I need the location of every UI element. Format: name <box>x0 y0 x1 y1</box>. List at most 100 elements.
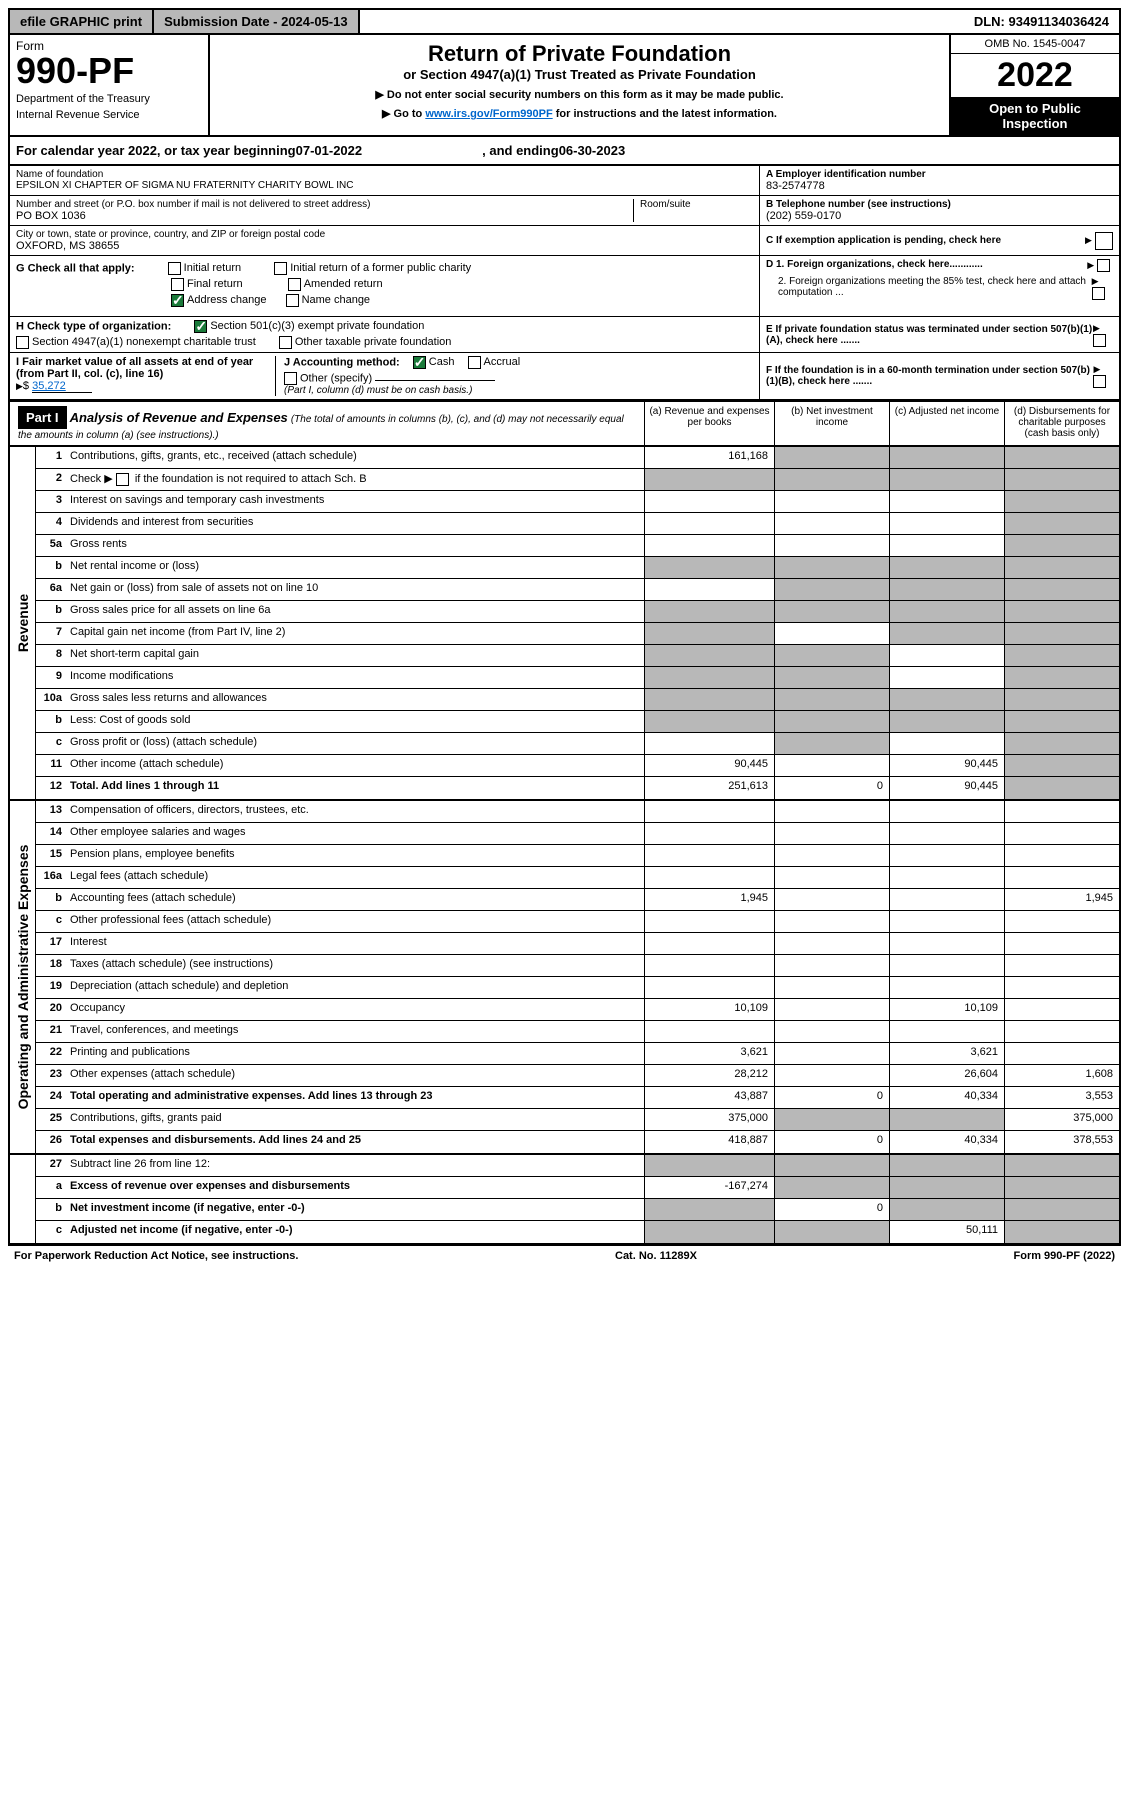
city-label: City or town, state or province, country… <box>16 229 753 240</box>
dln-label: DLN: 93491134036424 <box>964 10 1119 33</box>
line-16a: 16aLegal fees (attach schedule) <box>36 867 1119 889</box>
col-b-head: (b) Net investment income <box>774 402 889 445</box>
addr-label: Number and street (or P.O. box number if… <box>16 199 633 210</box>
line-22: 22Printing and publications3,6213,621 <box>36 1043 1119 1065</box>
g-final-checkbox[interactable] <box>171 278 184 291</box>
city-value: OXFORD, MS 38655 <box>16 240 753 252</box>
form-title: Return of Private Foundation <box>216 41 943 67</box>
part1-header: Part I Analysis of Revenue and Expenses … <box>8 401 1121 447</box>
part1-label: Part I <box>18 406 67 429</box>
line-9: 9Income modifications <box>36 667 1119 689</box>
name-ein-row: Name of foundation EPSILON XI CHAPTER OF… <box>8 166 1121 196</box>
foundation-name: EPSILON XI CHAPTER OF SIGMA NU FRATERNIT… <box>16 180 753 191</box>
phone-value: (202) 559-0170 <box>766 210 1113 222</box>
f-label: F If the foundation is in a 60-month ter… <box>766 365 1093 387</box>
g-d-row: G Check all that apply: Initial return I… <box>8 256 1121 317</box>
line-14: 14Other employee salaries and wages <box>36 823 1119 845</box>
line-25: 25Contributions, gifts, grants paid375,0… <box>36 1109 1119 1131</box>
irs-link[interactable]: www.irs.gov/Form990PF <box>425 108 552 120</box>
name-label: Name of foundation <box>16 169 753 180</box>
c-checkbox[interactable] <box>1095 232 1113 250</box>
g-name-checkbox[interactable] <box>286 294 299 307</box>
dept-treasury: Department of the Treasury <box>16 93 202 105</box>
line-26: 26Total expenses and disbursements. Add … <box>36 1131 1119 1153</box>
footer-left: For Paperwork Reduction Act Notice, see … <box>14 1250 298 1262</box>
open-public: Open to Public Inspection <box>951 97 1119 135</box>
j-accrual-checkbox[interactable] <box>468 356 481 369</box>
line-27: 27Subtract line 26 from line 12: <box>36 1155 1119 1177</box>
line-27b: bNet investment income (if negative, ent… <box>36 1199 1119 1221</box>
line-16c: cOther professional fees (attach schedul… <box>36 911 1119 933</box>
line-11: 11Other income (attach schedule)90,44590… <box>36 755 1119 777</box>
h-e-row: H Check type of organization: Section 50… <box>8 317 1121 353</box>
line-12: 12Total. Add lines 1 through 11251,61309… <box>36 777 1119 799</box>
col-a-head: (a) Revenue and expenses per books <box>644 402 774 445</box>
form-number: 990-PF <box>16 53 202 89</box>
ij-f-row: I Fair market value of all assets at end… <box>8 353 1121 401</box>
e-checkbox[interactable] <box>1093 334 1106 347</box>
line-5b: bNet rental income or (loss) <box>36 557 1119 579</box>
d1-label: D 1. Foreign organizations, check here..… <box>766 259 983 272</box>
g-address-checkbox[interactable] <box>171 294 184 307</box>
g-amended-checkbox[interactable] <box>288 278 301 291</box>
line-2: 2Check ▶ if the foundation is not requir… <box>36 469 1119 491</box>
line-6b: bGross sales price for all assets on lin… <box>36 601 1119 623</box>
line-15: 15Pension plans, employee benefits <box>36 845 1119 867</box>
footer-right: Form 990-PF (2022) <box>1014 1250 1115 1262</box>
line-13: 13Compensation of officers, directors, t… <box>36 801 1119 823</box>
submission-date: Submission Date - 2024-05-13 <box>154 10 360 33</box>
line-27c: cAdjusted net income (if negative, enter… <box>36 1221 1119 1243</box>
city-c-row: City or town, state or province, country… <box>8 226 1121 256</box>
line-18: 18Taxes (attach schedule) (see instructi… <box>36 955 1119 977</box>
revenue-section: Revenue 1Contributions, gifts, grants, e… <box>8 447 1121 801</box>
footer-mid: Cat. No. 11289X <box>615 1250 697 1262</box>
h-4947-checkbox[interactable] <box>16 336 29 349</box>
addr-phone-row: Number and street (or P.O. box number if… <box>8 196 1121 226</box>
irs-label: Internal Revenue Service <box>16 109 202 121</box>
room-label: Room/suite <box>640 199 753 210</box>
d2-label: 2. Foreign organizations meeting the 85%… <box>766 276 1092 300</box>
revenue-side-label: Revenue <box>15 594 31 652</box>
omb-number: OMB No. 1545-0047 <box>951 35 1119 54</box>
form-header: Form 990-PF Department of the Treasury I… <box>8 35 1121 137</box>
g-label: G Check all that apply: <box>16 262 135 274</box>
j-note: (Part I, column (d) must be on cash basi… <box>284 385 753 396</box>
tax-year: 2022 <box>951 54 1119 97</box>
ssn-warning: ▶ Do not enter social security numbers o… <box>216 88 943 101</box>
line-16b: bAccounting fees (attach schedule)1,9451… <box>36 889 1119 911</box>
form-subtitle: or Section 4947(a)(1) Trust Treated as P… <box>216 67 943 82</box>
g-initial-former-checkbox[interactable] <box>274 262 287 275</box>
expenses-section: Operating and Administrative Expenses 13… <box>8 801 1121 1155</box>
i-label: I Fair market value of all assets at end… <box>16 356 253 380</box>
i-value[interactable]: 35,272 <box>32 380 92 393</box>
g-initial-checkbox[interactable] <box>168 262 181 275</box>
h-other-checkbox[interactable] <box>279 336 292 349</box>
line-7: 7Capital gain net income (from Part IV, … <box>36 623 1119 645</box>
h-501c3-checkbox[interactable] <box>194 320 207 333</box>
e-label: E If private foundation status was termi… <box>766 324 1093 346</box>
line-6a: 6aNet gain or (loss) from sale of assets… <box>36 579 1119 601</box>
line-17: 17Interest <box>36 933 1119 955</box>
j-other-checkbox[interactable] <box>284 372 297 385</box>
expenses-side-label: Operating and Administrative Expenses <box>15 845 31 1110</box>
line-10b: bLess: Cost of goods sold <box>36 711 1119 733</box>
line-19: 19Depreciation (attach schedule) and dep… <box>36 977 1119 999</box>
efile-print-button[interactable]: efile GRAPHIC print <box>10 10 154 33</box>
j-label: J Accounting method: <box>284 356 400 368</box>
line-21: 21Travel, conferences, and meetings <box>36 1021 1119 1043</box>
calendar-year-row: For calendar year 2022, or tax year begi… <box>8 137 1121 166</box>
c-label: C If exemption application is pending, c… <box>766 235 1001 246</box>
d1-checkbox[interactable] <box>1097 259 1110 272</box>
line-10c: cGross profit or (loss) (attach schedule… <box>36 733 1119 755</box>
d2-checkbox[interactable] <box>1092 287 1105 300</box>
h-label: H Check type of organization: <box>16 320 171 332</box>
j-cash-checkbox[interactable] <box>413 356 426 369</box>
line-23: 23Other expenses (attach schedule)28,212… <box>36 1065 1119 1087</box>
col-d-head: (d) Disbursements for charitable purpose… <box>1004 402 1119 445</box>
line-3: 3Interest on savings and temporary cash … <box>36 491 1119 513</box>
addr-value: PO BOX 1036 <box>16 210 633 222</box>
schb-checkbox[interactable] <box>116 473 129 486</box>
f-checkbox[interactable] <box>1093 375 1106 388</box>
line-8: 8Net short-term capital gain <box>36 645 1119 667</box>
line-1: 1Contributions, gifts, grants, etc., rec… <box>36 447 1119 469</box>
